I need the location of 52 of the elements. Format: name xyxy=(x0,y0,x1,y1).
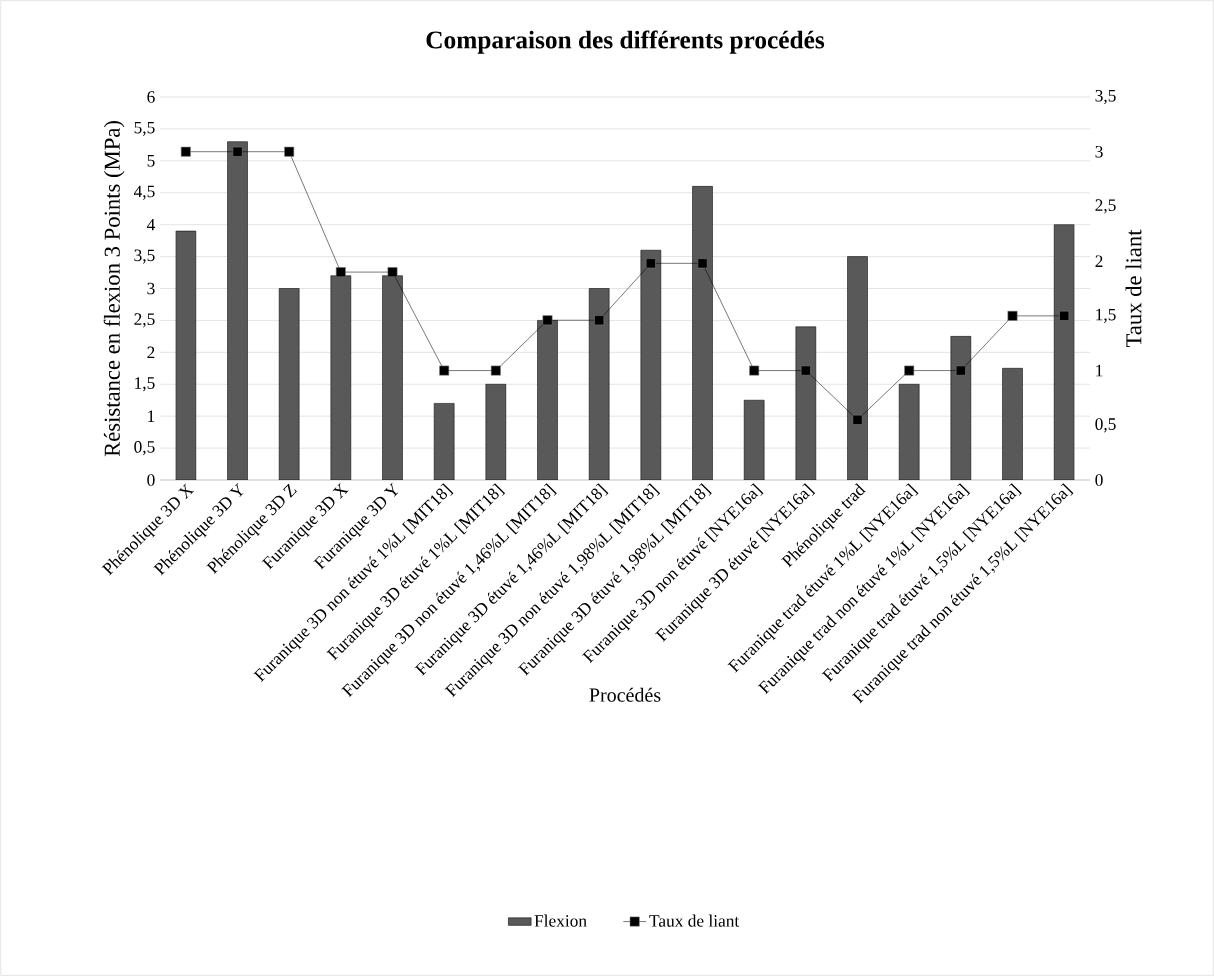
y-tick-label: 4,5 xyxy=(133,185,155,200)
bar xyxy=(1002,368,1023,480)
y2-tick-label: 1 xyxy=(1096,364,1103,377)
point xyxy=(1007,310,1018,321)
y-tick-label: 3 xyxy=(147,282,155,295)
legend-label: Flexion xyxy=(534,914,587,927)
y-tick-label: 1,5 xyxy=(135,377,155,392)
y2-tick-label: 2,5 xyxy=(1095,199,1116,214)
y-tick-label: 0,5 xyxy=(134,440,155,456)
point xyxy=(852,414,863,425)
bar xyxy=(175,230,197,480)
point xyxy=(800,365,811,376)
y-tick-label: 2,5 xyxy=(134,313,155,328)
y-tick-label: 0 xyxy=(147,474,155,486)
point xyxy=(904,365,915,376)
point xyxy=(749,365,760,376)
y-tick-label: 2 xyxy=(147,346,155,359)
point xyxy=(955,365,966,376)
chart-title: Comparaison des différents procédés xyxy=(426,30,825,54)
bar xyxy=(433,403,455,480)
point xyxy=(284,146,295,157)
point xyxy=(1059,310,1070,321)
y2-tick-label: 3 xyxy=(1095,145,1103,158)
point xyxy=(594,315,605,326)
legend-label: Taux de liant xyxy=(649,914,740,927)
y2-tick-label: 0 xyxy=(1095,474,1103,486)
y2-tick-label: 0,5 xyxy=(1095,418,1116,433)
y2-tick-label: 3,5 xyxy=(1095,89,1116,105)
point xyxy=(645,258,656,269)
y2-tick-label: 2 xyxy=(1095,255,1103,267)
y-tick-label: 3,5 xyxy=(134,249,155,264)
point xyxy=(387,267,398,278)
y2-tick-label: 1,5 xyxy=(1096,308,1116,323)
y2-axis-title: Taux de liant xyxy=(1125,229,1142,348)
point xyxy=(542,315,553,326)
bar xyxy=(743,399,765,480)
bar xyxy=(485,383,507,480)
y-tick-label: 5,5 xyxy=(134,121,155,136)
point xyxy=(490,365,501,376)
y-tick-label: 5 xyxy=(147,155,155,167)
y-tick-label: 4 xyxy=(146,218,156,231)
y-axis-title: Résistance en flexion 3 Points (MPa) xyxy=(103,121,125,457)
bar xyxy=(898,383,920,480)
point xyxy=(232,146,243,157)
point xyxy=(180,146,191,157)
point xyxy=(335,267,346,278)
point xyxy=(697,258,708,269)
point xyxy=(439,365,450,376)
x-axis-title: Procédés xyxy=(589,687,661,702)
y-tick-label: 1 xyxy=(148,410,155,422)
y-tick-label: 6 xyxy=(147,91,155,103)
bar xyxy=(278,288,300,480)
